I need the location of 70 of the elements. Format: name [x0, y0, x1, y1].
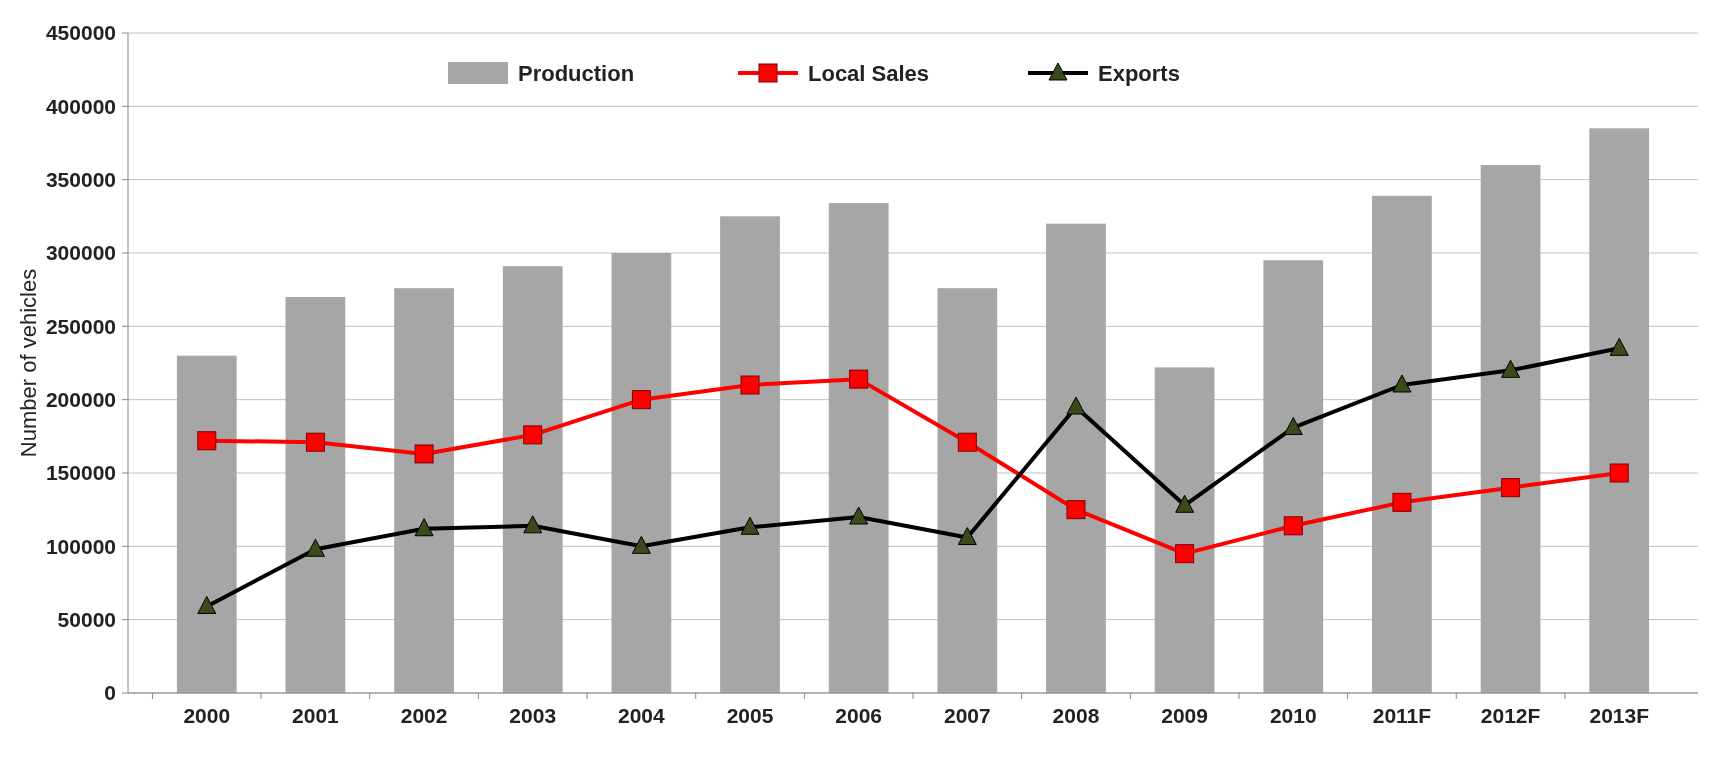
- point: [1283, 417, 1303, 436]
- point: [523, 425, 543, 445]
- point: [957, 527, 977, 546]
- point: [849, 506, 869, 525]
- point: [957, 432, 977, 452]
- y-tick-label: 250000: [45, 314, 116, 338]
- x-tick-label: 2007: [943, 704, 991, 727]
- point: [414, 518, 434, 537]
- legend-label: Production: [518, 60, 635, 86]
- x-tick-label: 2001: [292, 704, 340, 727]
- y-tick-label: 150000: [45, 461, 116, 485]
- bar: [1480, 165, 1541, 693]
- point: [1283, 516, 1303, 536]
- point: [1066, 396, 1086, 415]
- y-tick-label: 200000: [45, 388, 116, 412]
- point: [1609, 463, 1629, 483]
- x-tick-label: 2000: [183, 704, 231, 727]
- point: [1392, 374, 1412, 393]
- y-tick-label: 300000: [45, 241, 116, 265]
- legend-label: Local Sales: [808, 60, 930, 86]
- bar: [611, 253, 672, 693]
- point: [631, 390, 651, 410]
- bar: [394, 288, 454, 693]
- point: [1392, 492, 1412, 512]
- x-tick-label: 2009: [1161, 704, 1208, 727]
- bar: [1263, 260, 1324, 693]
- point: [1175, 544, 1195, 564]
- point: [523, 515, 543, 534]
- bar: [1589, 128, 1650, 693]
- point: [1175, 494, 1195, 513]
- point: [1609, 337, 1629, 356]
- x-tick-label: 2003: [509, 704, 557, 727]
- x-tick-label: 2011F: [1372, 704, 1432, 727]
- bar: [1154, 367, 1215, 693]
- point: [849, 369, 869, 389]
- point: [740, 375, 760, 395]
- x-tick-label: 2008: [1052, 704, 1100, 727]
- point: [197, 431, 217, 451]
- x-tick-label: 2002: [400, 704, 448, 727]
- bar: [720, 216, 780, 693]
- bar: [1372, 195, 1432, 693]
- point: [197, 595, 217, 614]
- y-tick-label: 400000: [45, 94, 116, 118]
- point: [1066, 500, 1086, 520]
- bar: [828, 203, 889, 693]
- bar: [1046, 223, 1106, 693]
- point: [1501, 478, 1521, 498]
- legend-label: Exports: [1098, 60, 1180, 86]
- y-tick-label: 100000: [45, 534, 116, 558]
- bar: [502, 266, 563, 693]
- bar: [937, 288, 998, 693]
- point: [740, 516, 760, 535]
- x-tick-label: 2006: [835, 704, 883, 727]
- point: [305, 432, 325, 452]
- y-tick-label: 350000: [45, 168, 116, 192]
- x-tick-label: 2005: [726, 704, 774, 727]
- x-tick-label: 2012F: [1480, 704, 1541, 727]
- point: [414, 444, 434, 464]
- y-tick-label: 50000: [57, 608, 116, 632]
- point: [631, 535, 651, 554]
- y-tick-label: 0: [104, 681, 116, 705]
- bar: [285, 297, 346, 693]
- x-tick-label: 2013F: [1589, 704, 1650, 727]
- x-tick-label: 2004: [618, 704, 666, 727]
- point: [1501, 359, 1521, 378]
- x-tick-label: 2010: [1269, 704, 1317, 727]
- y-axis-title: Number of vehicles: [16, 268, 41, 458]
- bar: [176, 355, 237, 693]
- y-tick-label: 450000: [45, 21, 116, 45]
- point: [305, 538, 325, 557]
